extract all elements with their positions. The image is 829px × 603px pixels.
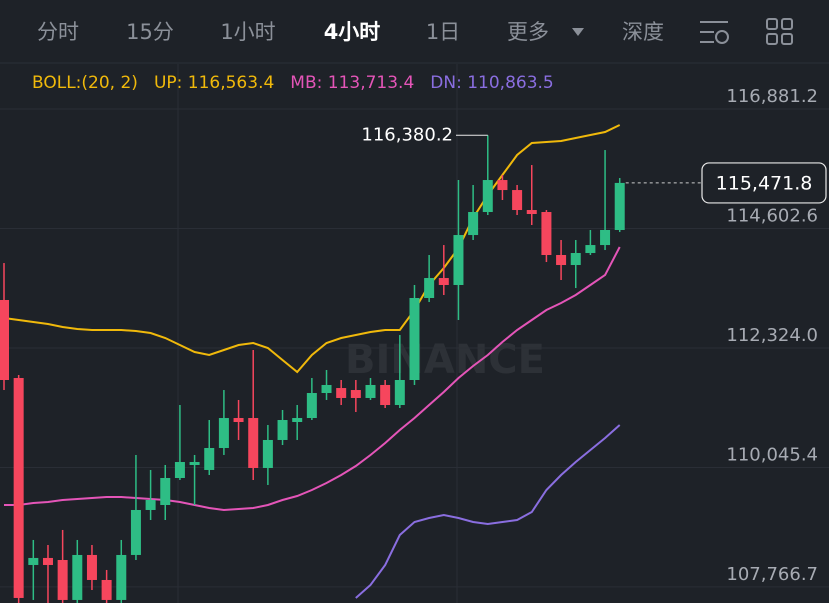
tab[interactable]: 4小时 — [324, 20, 381, 44]
watermark: BINANCE — [345, 337, 545, 383]
candle-body — [13, 378, 24, 598]
candle-body — [174, 462, 185, 478]
icon-square — [781, 33, 793, 45]
candle-body — [160, 477, 171, 506]
high-label: 116,380.2 — [361, 124, 453, 145]
candle-body — [292, 418, 303, 423]
candle-body — [306, 393, 317, 419]
candle-body — [424, 278, 435, 298]
candle-body — [497, 180, 508, 191]
tab[interactable]: 分时 — [37, 20, 79, 44]
candle-body — [336, 388, 347, 398]
legend-entry: BOLL:(20, 2) — [32, 73, 138, 93]
candle-body — [204, 448, 215, 470]
legend-entry: UP: 116,563.4 — [154, 73, 274, 93]
candle-body — [233, 418, 244, 423]
icon-square — [781, 18, 793, 30]
candle-body — [189, 462, 200, 465]
candle-body — [248, 418, 259, 468]
tab[interactable]: 更多 — [507, 20, 549, 44]
band-line — [3, 124, 621, 374]
candle-body — [218, 418, 229, 449]
tab[interactable]: 15分 — [126, 20, 174, 44]
candle-body — [277, 420, 288, 440]
settings-icon[interactable] — [700, 21, 729, 44]
icon-square — [766, 33, 778, 45]
candle-body — [526, 210, 537, 214]
candle-body — [541, 212, 552, 256]
y-tick-label: 114,602.6 — [726, 205, 818, 226]
candle-body — [614, 182, 625, 230]
candle-body — [468, 212, 479, 236]
tab[interactable]: 1日 — [426, 20, 460, 44]
legend-entry: MB: 113,713.4 — [290, 73, 414, 93]
candle-body — [600, 229, 611, 246]
candle-body — [453, 235, 464, 285]
y-tick-label: 116,881.2 — [726, 86, 818, 107]
candle-body — [394, 380, 405, 406]
candle-body — [438, 278, 449, 285]
y-tick-label: 110,045.4 — [726, 444, 818, 465]
candle-body — [482, 180, 493, 213]
candle-body — [409, 297, 420, 381]
candle-body — [57, 560, 68, 600]
tab[interactable]: 深度 — [622, 20, 664, 44]
candle-body — [72, 554, 83, 600]
candle-body — [0, 299, 9, 381]
y-tick-label: 112,324.0 — [726, 325, 818, 346]
candle-body — [101, 579, 112, 600]
candle-body — [321, 384, 332, 394]
candle-body — [116, 554, 127, 600]
candle-body — [28, 557, 39, 565]
candle-body — [145, 499, 156, 510]
candle-body — [42, 557, 53, 565]
tab[interactable]: 1小时 — [220, 20, 275, 44]
candle-body — [585, 245, 596, 254]
candle-body — [556, 255, 567, 266]
legend: BOLL:(20, 2) UP: 116,563.4 MB: 113,713.4 DN… — [32, 73, 554, 93]
icon-circle — [715, 30, 729, 44]
y-tick-label: 107,766.7 — [726, 564, 818, 585]
dropdown-arrow[interactable] — [572, 28, 584, 36]
candle-body — [130, 509, 141, 555]
last-price-box — [701, 162, 827, 204]
legend-entry: DN: 110,863.5 — [430, 73, 553, 93]
candle-body — [86, 554, 97, 580]
band-line — [355, 424, 621, 599]
icon-square — [766, 18, 778, 30]
band-line — [4, 246, 621, 512]
candle-body — [570, 253, 581, 266]
candle-body — [350, 390, 361, 398]
layout-icon[interactable] — [766, 18, 793, 45]
last-price-label: 115,471.8 — [716, 172, 813, 194]
candle-body — [365, 384, 376, 398]
candle-body — [262, 439, 273, 468]
candle-body — [380, 384, 391, 406]
candle-body — [512, 190, 523, 211]
